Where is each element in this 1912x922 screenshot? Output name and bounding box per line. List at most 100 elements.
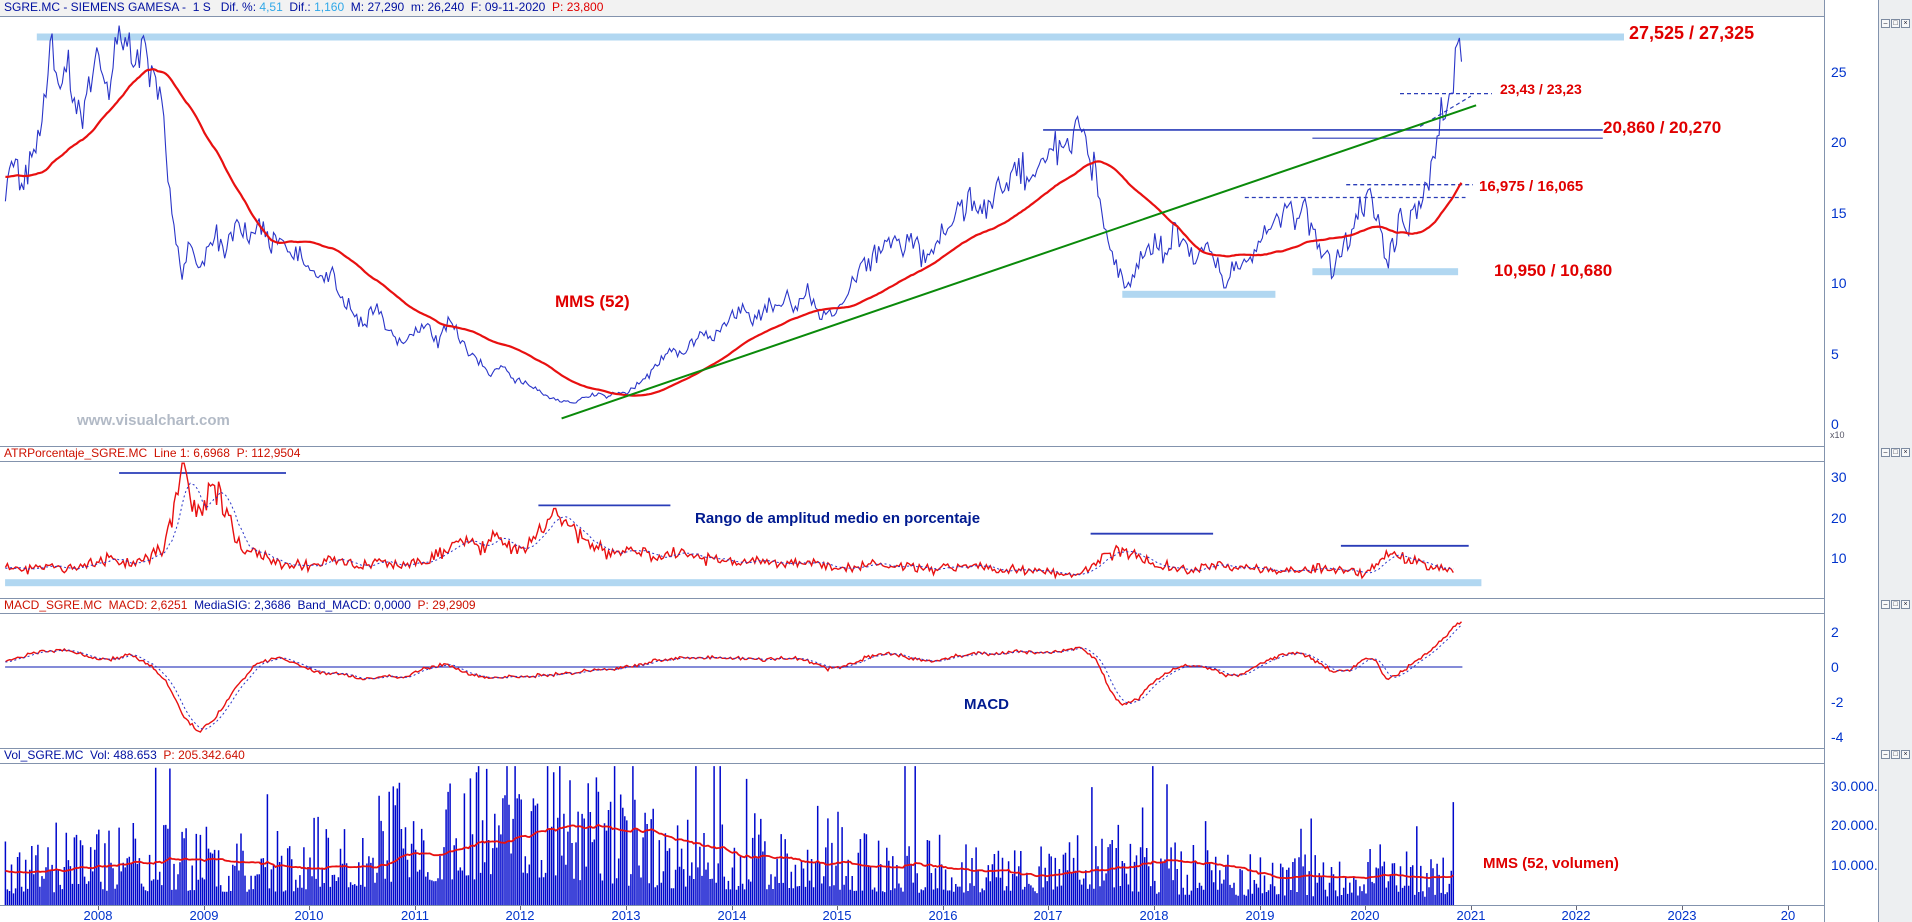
header-text: Vol_SGRE.MC Vol: 488.653 <box>4 748 164 762</box>
x-axis-tick <box>732 906 733 910</box>
x-axis-label: 2016 <box>928 908 958 922</box>
x-axis-tick <box>1048 906 1049 910</box>
header-text: P: 29,2909 <box>417 598 476 612</box>
volume-plot <box>4 766 1455 905</box>
macd-minimize-button[interactable]: – <box>1881 600 1890 609</box>
level-band <box>1312 268 1459 276</box>
x-axis-label: 2014 <box>717 908 747 922</box>
x-axis-label: 2011 <box>401 908 429 922</box>
x-axis-label: 2015 <box>822 908 852 922</box>
volume-mms-label: MMS (52, volumen) <box>1483 855 1619 872</box>
x-axis-tick <box>1682 906 1683 910</box>
price-close-button[interactable]: × <box>1901 19 1910 28</box>
level-label-2343: 23,43 / 23,23 <box>1500 81 1582 97</box>
macd-maximize-button[interactable]: □ <box>1891 600 1900 609</box>
volume-panel-header: Vol_SGRE.MC Vol: 488.653 P: 205.342.640 <box>0 748 1878 764</box>
header-text: 4,51 <box>259 0 283 14</box>
y-axis-label: 15 <box>1831 205 1847 221</box>
header-text: P: 23,800 <box>552 0 604 14</box>
price-minimize-button[interactable]: – <box>1881 19 1890 28</box>
header-text: ATRPorcentaje_SGRE.MC Line 1: 6,6968 <box>4 446 237 460</box>
main-chart-titlebar: SGRE.MC - SIEMENS GAMESA - 1 S Dif. %: 4… <box>0 0 1878 17</box>
atr-label: Rango de amplitud medio en porcentaje <box>695 510 981 527</box>
header-text: P: 112,9504 <box>236 446 301 460</box>
y-axis-label: 30.000.00 <box>1831 778 1894 794</box>
header-text: Band_MACD: 0,0000 <box>297 598 418 612</box>
level-band <box>1122 290 1276 298</box>
atr-panel-header: ATRPorcentaje_SGRE.MC Line 1: 6,6968 P: … <box>0 446 1878 462</box>
x-axis-label: 2008 <box>83 908 113 922</box>
y-axis-column: x10 0 5 10 15 20 25 10 20 30 2 0 -2 -4 10.000.00 20.00… <box>1824 0 1893 922</box>
y-axis-label: 2 <box>1831 624 1839 640</box>
x-axis-tick <box>1471 906 1472 910</box>
x-axis-tick <box>1365 906 1366 910</box>
atr-line <box>4 462 1454 580</box>
y-axis-label: 0 <box>1831 416 1839 432</box>
header-text: MACD_SGRE.MC MACD: 2,6251 <box>4 598 195 612</box>
x-axis-tick <box>837 906 838 910</box>
mms52-label: MMS (52) <box>555 292 630 311</box>
x-axis-label: 2009 <box>189 908 219 922</box>
x-axis-label: 2020 <box>1350 908 1380 922</box>
x-axis-label: 2013 <box>611 908 641 922</box>
scale-multiplier-note: x10 <box>1830 430 1845 440</box>
macd-line <box>5 621 1462 733</box>
y-axis-label: -2 <box>1831 694 1844 710</box>
volume-bars <box>4 766 1455 905</box>
right-scroll-strip[interactable]: – □ × – □ × – □ × – □ × <box>1878 0 1912 922</box>
x-axis-tick <box>1154 906 1155 910</box>
header-text: 1,160 <box>314 0 345 14</box>
x-axis-tick <box>309 906 310 910</box>
volume-minimize-button[interactable]: – <box>1881 750 1890 759</box>
price-plot <box>4 25 1624 420</box>
level-label-10950: 10,950 / 10,680 <box>1494 261 1613 280</box>
y-axis-label: -4 <box>1831 729 1844 745</box>
atr-ma-line <box>5 482 1454 576</box>
x-axis-tick <box>1260 906 1261 910</box>
volume-maximize-button[interactable]: □ <box>1891 750 1900 759</box>
x-axis-tick <box>204 906 205 910</box>
header-text: Dif. %: <box>220 0 260 14</box>
y-axis-label: 20 <box>1831 134 1847 150</box>
x-axis-label: 2023 <box>1667 908 1697 922</box>
volume-close-button[interactable]: × <box>1901 750 1910 759</box>
header-text: 1 S <box>192 0 221 14</box>
x-axis-tick <box>626 906 627 910</box>
header-text: Dif.: <box>282 0 315 14</box>
x-axis-label: 2018 <box>1139 908 1169 922</box>
watermark: www.visualchart.com <box>77 412 230 429</box>
volume-chart[interactable]: MMS (52, volumen) <box>0 764 1824 905</box>
atr-maximize-button[interactable]: □ <box>1891 448 1900 457</box>
y-axis-label: 20 <box>1831 510 1847 526</box>
level-label-27525: 27,525 / 27,325 <box>1629 23 1755 43</box>
x-axis-label: 2019 <box>1245 908 1275 922</box>
atr-chart[interactable]: Rango de amplitud medio en porcentaje <box>0 462 1824 598</box>
x-axis-label: 2010 <box>294 908 324 922</box>
x-axis-tick <box>415 906 416 910</box>
level-label-20860: 20,860 / 20,270 <box>1603 118 1722 137</box>
y-axis-label: 10.000.00 <box>1831 857 1894 873</box>
macd-plot <box>5 621 1463 733</box>
macd-label: MACD <box>964 696 1009 713</box>
volume-ma-line <box>5 823 1454 880</box>
trend-line <box>561 104 1477 420</box>
price-chart[interactable]: 27,525 / 27,325 23,43 / 23,23 20,860 / 20,… <box>0 17 1824 446</box>
atr-close-button[interactable]: × <box>1901 448 1910 457</box>
price-window-controls: – □ × <box>1881 19 1910 28</box>
header-text: P: 205.342.640 <box>163 748 245 762</box>
macd-chart[interactable]: MACD <box>0 614 1824 748</box>
y-axis-label: 25 <box>1831 64 1847 80</box>
x-axis-tick <box>1788 906 1789 910</box>
x-axis-tick <box>1576 906 1577 910</box>
header-text: SGRE.MC - SIEMENS GAMESA - <box>4 0 193 14</box>
x-axis-label: 2012 <box>505 908 535 922</box>
macd-window-controls: – □ × <box>1881 600 1910 609</box>
atr-minimize-button[interactable]: – <box>1881 448 1890 457</box>
y-axis-label: 5 <box>1831 346 1839 362</box>
x-axis-label: 2017 <box>1033 908 1063 922</box>
header-text: MediaSIG: 2,3686 <box>194 598 298 612</box>
macd-close-button[interactable]: × <box>1901 600 1910 609</box>
level-band <box>5 579 1482 587</box>
price-maximize-button[interactable]: □ <box>1891 19 1900 28</box>
